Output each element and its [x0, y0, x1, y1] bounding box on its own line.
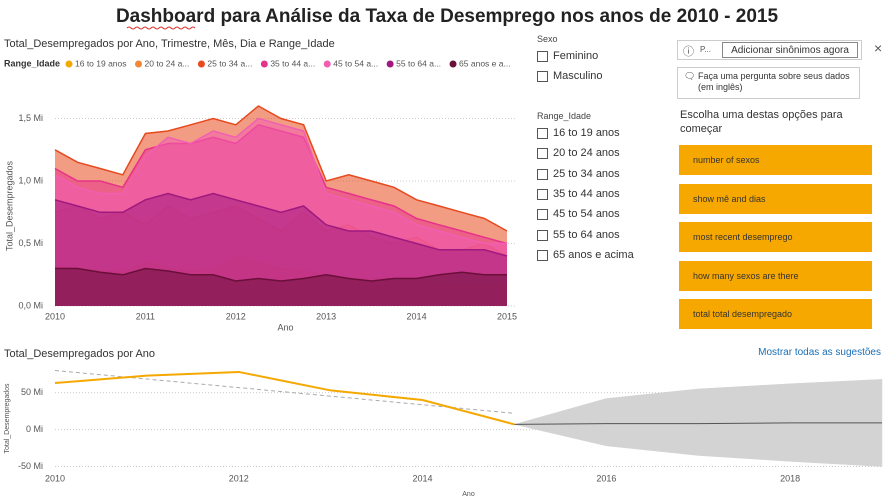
checkbox[interactable] — [537, 229, 548, 241]
qna-input-text: P... — [700, 45, 711, 54]
slicer-option: 16 to 19 anos — [553, 127, 620, 139]
legend-marker — [260, 60, 268, 68]
x-tick-label: 2013 — [316, 311, 336, 321]
checkbox[interactable] — [537, 188, 548, 200]
x-tick-label: 2016 — [596, 473, 616, 483]
x-axis-title: Ano — [277, 322, 293, 332]
area-line — [55, 267, 507, 282]
legend-title: Range_Idade — [4, 58, 60, 68]
spellcheck-underline — [126, 26, 196, 30]
line — [54, 370, 515, 426]
x-tick-label: 2011 — [136, 311, 155, 321]
legend-label: 65 anos e a... — [459, 58, 511, 68]
legend-marker — [135, 60, 143, 68]
legend-marker — [323, 60, 331, 68]
area-line — [54, 192, 508, 257]
checkbox[interactable] — [537, 51, 548, 62]
x-tick-label: 2014 — [413, 473, 433, 483]
forecast-line — [514, 422, 882, 425]
slicer-title: Range_Idade — [537, 111, 592, 121]
y-tick-label: 1,5 Mi — [18, 113, 43, 123]
x-tick-label: 2010 — [45, 473, 65, 483]
close-icon[interactable]: × — [874, 40, 883, 56]
suggestion-button[interactable]: most recent desemprego — [679, 222, 872, 252]
slicer-option: 20 to 24 anos — [553, 147, 620, 160]
info-icon: ⓘ — [683, 46, 694, 58]
suggestions-heading: Escolha uma destas opções para começar — [680, 109, 843, 135]
slicer-option: 65 anos e acima — [553, 248, 634, 261]
x-axis-title: Ano — [462, 491, 475, 498]
checkbox[interactable] — [537, 71, 548, 83]
legend-label: 45 to 54 a... — [333, 58, 378, 68]
slicer-title: Sexo — [537, 34, 558, 44]
x-tick-label: 2012 — [226, 311, 246, 321]
x-tick-label: 2018 — [780, 473, 800, 483]
suggestion-button[interactable]: total total desempregado — [679, 299, 872, 329]
suggestion-button[interactable]: number of sexos — [679, 145, 872, 175]
checkbox[interactable] — [537, 128, 548, 139]
legend-marker — [449, 60, 457, 68]
legend-label: 25 to 34 a... — [207, 58, 252, 68]
slicer-option: 25 to 34 anos — [553, 167, 620, 180]
checkbox[interactable] — [537, 209, 548, 221]
legend-label: 55 to 64 a... — [396, 58, 441, 68]
y-axis-title: Total_Desempregados — [4, 383, 11, 454]
chart-title: Total_Desempregados por Ano — [4, 348, 155, 360]
suggestion-button[interactable]: show mê and dias — [679, 183, 872, 214]
legend-marker — [197, 60, 205, 68]
y-tick-label: 1,0 Mi — [18, 175, 43, 185]
y-tick-label: -50 Mi — [18, 461, 43, 471]
legend-label: 16 to 19 anos — [75, 58, 127, 68]
y-tick-label: 0,5 Mi — [18, 238, 43, 248]
add-synonyms-button[interactable]: Adicionar sinônimos agora — [722, 42, 858, 58]
forecast-band — [606, 388, 699, 456]
qna-ask-prompt: Faça uma pergunta sobre seus dados (em i… — [698, 71, 850, 92]
area — [55, 268, 507, 306]
x-tick-label: 2010 — [45, 311, 65, 321]
slicer-option: 55 to 64 anos — [553, 228, 620, 241]
legend-label: 35 to 44 a... — [270, 58, 315, 68]
slicer-option: 35 to 44 anos — [553, 187, 620, 200]
x-tick-label: 2015 — [497, 311, 517, 321]
qna-input[interactable]: ⓘ P... Adicionar sinônimos agora — [677, 40, 862, 60]
y-axis-title: Total_Desempregados — [4, 160, 14, 251]
chart-title: Total_Desempregados por Ano, Trimestre, … — [4, 38, 335, 50]
y-tick-label: 0,0 Mi — [18, 300, 43, 310]
x-tick-label: 2014 — [407, 311, 427, 321]
slicer-option: Feminino — [553, 50, 599, 62]
qna-ask-box[interactable]: 🗨 Faça uma pergunta sobre seus dados (em… — [677, 67, 860, 99]
checkbox[interactable] — [537, 249, 548, 261]
slicer-option: Masculino — [553, 70, 603, 83]
suggestion-button[interactable]: how many sexos are there — [679, 260, 872, 291]
legend-label: 20 to 24 a... — [145, 58, 190, 68]
x-tick-label: 2012 — [229, 473, 249, 483]
checkbox[interactable] — [537, 168, 548, 180]
legend-marker — [65, 60, 73, 68]
y-tick-label: 0 Mi — [26, 424, 43, 434]
slicer-option: 45 to 54 anos — [553, 208, 620, 221]
forecast-band — [514, 398, 607, 447]
y-tick-label: 50 Mi — [21, 387, 43, 397]
chat-icon: 🗨 — [684, 71, 696, 81]
show-all-link[interactable]: Mostrar todas as sugestões — [758, 347, 881, 358]
legend-marker — [386, 60, 394, 68]
area-line — [54, 117, 507, 245]
page-title: Dashboard para Análise da Taxa de Desemp… — [116, 6, 779, 27]
area-line — [54, 105, 508, 232]
checkbox[interactable] — [537, 148, 548, 160]
